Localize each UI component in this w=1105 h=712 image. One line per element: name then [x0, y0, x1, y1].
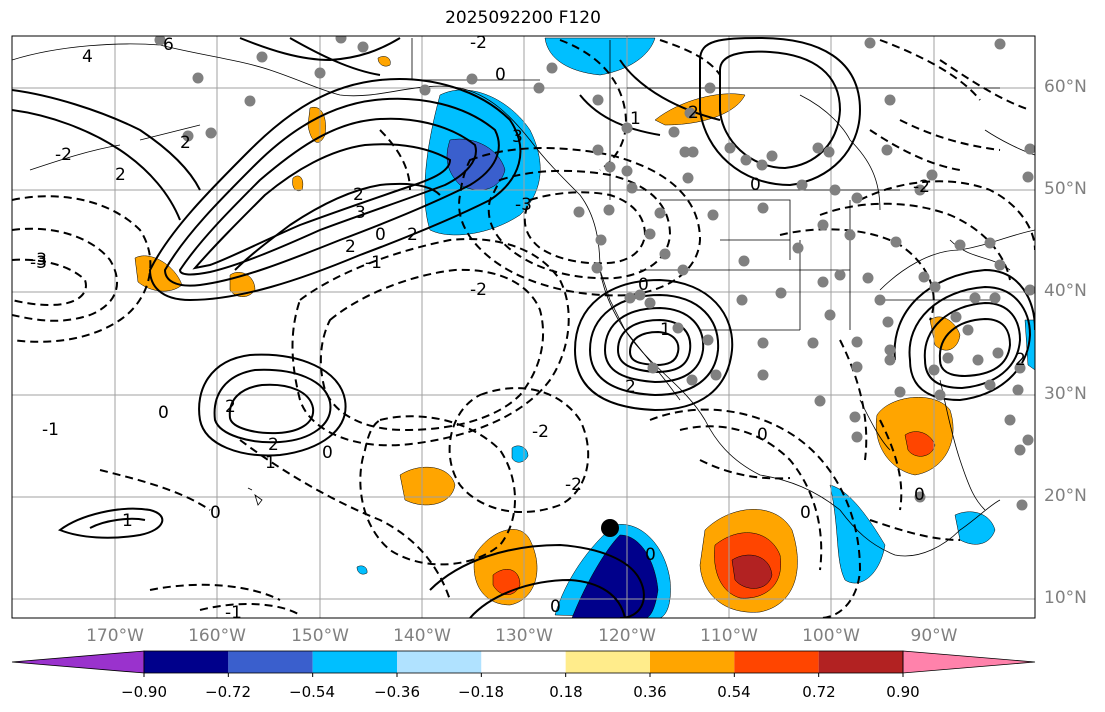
lon-label: 150°W: [291, 626, 349, 646]
contour-label: 1: [630, 109, 641, 129]
contour-label: -2: [913, 177, 930, 197]
colorbar: [11, 650, 1036, 677]
station-markers: [154, 36, 1035, 511]
graticule: [12, 36, 1035, 618]
contour-label: -2: [565, 475, 582, 495]
lon-label: 100°W: [802, 626, 860, 646]
contour-label: 6: [163, 35, 174, 55]
contour-labels: 4 6 2 1 2 3 2 0 3 -2 -3 2 -2 2 0 -1 0 -3…: [30, 33, 1026, 623]
contour-label: 2: [407, 225, 418, 245]
lat-label: 10°N: [1044, 588, 1087, 608]
colorbar-tick-label: −0.36: [374, 683, 420, 701]
colorbar-tick-label: 0.36: [633, 683, 667, 701]
contour-label: 0: [914, 485, 925, 505]
contour-label: 2: [625, 377, 636, 397]
contour-label: 1: [660, 320, 671, 340]
colorbar-tick-label: 0.54: [717, 683, 751, 701]
contour-label: -3: [30, 253, 47, 273]
contour-label: -3: [515, 195, 532, 215]
anomaly-fills: [134, 37, 1035, 618]
colorbar-swatch: [228, 651, 313, 673]
contour-label: 0: [375, 225, 386, 245]
colorbar-extend-low: [11, 650, 145, 674]
lat-label: 60°N: [1044, 77, 1087, 97]
lon-label: 120°W: [598, 626, 656, 646]
colorbar-swatch: [144, 651, 229, 673]
lat-label: 20°N: [1044, 486, 1087, 506]
colorbar-tick-label: 0.18: [549, 683, 583, 701]
contour-label: 4: [82, 47, 93, 67]
contour-label: 0: [210, 503, 221, 523]
colorbar-swatch: [650, 651, 735, 673]
contour-label: 0: [757, 425, 768, 445]
contour-label: 2: [1015, 350, 1026, 370]
contour-label: 2: [688, 103, 699, 123]
contour-label: 2: [268, 435, 279, 455]
colorbar-tick-label: −0.18: [458, 683, 504, 701]
colorbar-swatch: [312, 651, 397, 673]
colorbar-tick-label: 0.72: [802, 683, 836, 701]
colorbar-swatch: [734, 651, 819, 673]
contour-label: -2: [470, 33, 487, 53]
colorbar-frame: [143, 650, 904, 674]
contour-label: -1: [225, 603, 242, 623]
storm-center-marker: [601, 519, 619, 537]
lat-label: 30°N: [1044, 384, 1087, 404]
colorbar-tick-label: 0.90: [886, 683, 920, 701]
colorbar-swatch: [481, 651, 566, 673]
colorbar-swatch: [565, 651, 650, 673]
contour-label: 0: [645, 545, 656, 565]
colorbar-tick-label: −0.90: [121, 683, 167, 701]
contour-label: -2: [532, 422, 549, 442]
contour-label: -2: [470, 280, 487, 300]
lon-label: 130°W: [495, 626, 553, 646]
contour-label: 3: [355, 203, 366, 223]
contour-label: 1: [122, 511, 133, 531]
contour-label: -2: [55, 145, 72, 165]
contour-label: 2: [180, 133, 191, 153]
contour-label: 0: [800, 503, 811, 523]
lon-label: 140°W: [393, 626, 451, 646]
contour-label: 0: [495, 65, 506, 85]
contour-label: 2: [115, 165, 126, 185]
contour-label: 0: [158, 403, 169, 423]
contour-label: -1: [365, 253, 382, 273]
lon-label: 160°W: [188, 626, 246, 646]
colorbar-tick-label: −0.54: [289, 683, 335, 701]
lon-label: 110°W: [700, 626, 758, 646]
lat-label: 50°N: [1044, 179, 1087, 199]
colorbar-swatch: [818, 651, 903, 673]
lon-label: 170°W: [86, 626, 144, 646]
contour-label: 3: [512, 127, 523, 147]
contour-label: 0: [550, 597, 561, 617]
chart-title: 2025092200 F120: [445, 8, 601, 28]
contour-label: -3: [30, 250, 47, 270]
contours-positive: [12, 36, 1035, 618]
contour-label: 2: [345, 237, 356, 257]
lat-label: 40°N: [1044, 281, 1087, 301]
colorbar-tick-label: −0.72: [205, 683, 251, 701]
contour-label: 1: [265, 453, 276, 473]
lon-label: 90°W: [910, 626, 958, 646]
map-frame: [11, 35, 1036, 619]
contour-label: -1: [42, 420, 59, 440]
colorbar-swatch: [397, 651, 482, 673]
contour-label: 0: [638, 275, 649, 295]
contour-label: 2: [353, 185, 364, 205]
contour-label: 0: [322, 443, 333, 463]
colorbar-extend-high: [902, 650, 1036, 674]
contour-label: 0: [750, 175, 761, 195]
contour-label: 2: [225, 397, 236, 417]
